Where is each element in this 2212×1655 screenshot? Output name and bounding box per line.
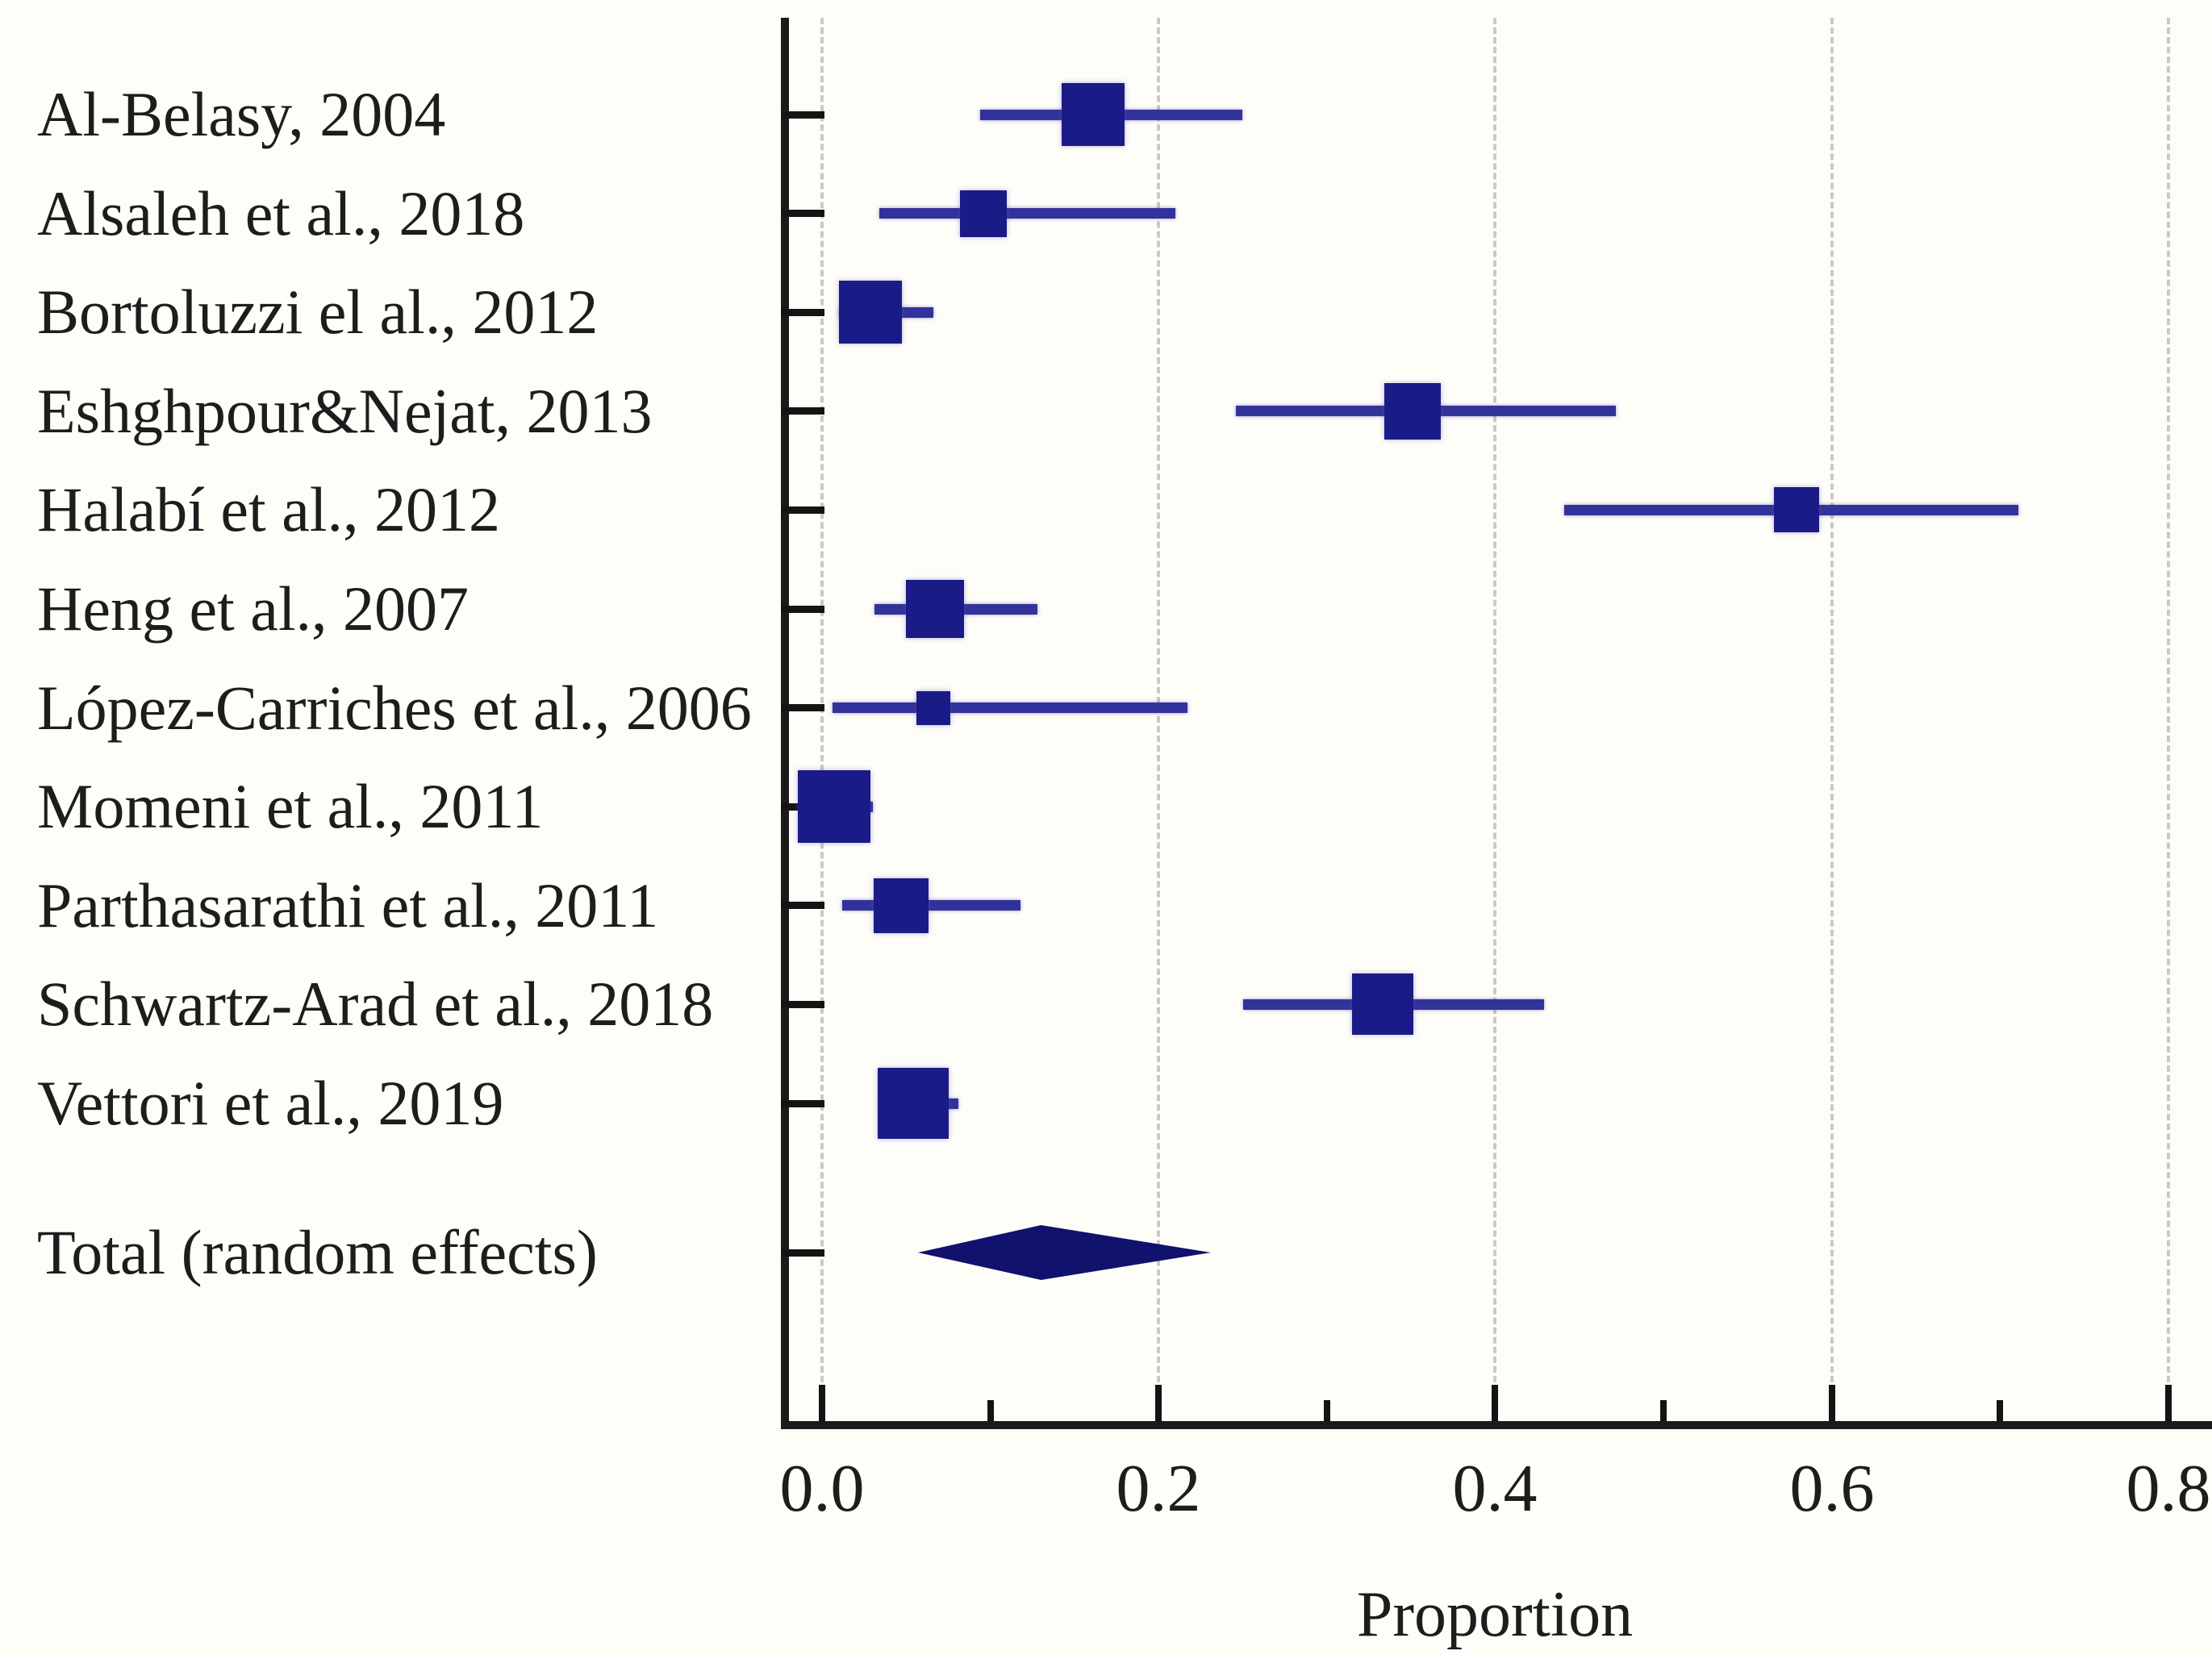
x-minor-tick-0.1 [987, 1400, 994, 1421]
gridline-0.4 [1493, 18, 1496, 1421]
row-tick [781, 407, 824, 415]
x-axis-line [781, 1421, 2212, 1429]
gridline-0.2 [1157, 18, 1160, 1421]
y-axis-spine [781, 18, 789, 1429]
estimate-square [878, 1068, 949, 1139]
study-label: Al-Belasy, 2004 [37, 79, 446, 149]
x-tick-label-0.2: 0.2 [1116, 1451, 1201, 1526]
x-major-tick-0.2 [1155, 1385, 1162, 1421]
gridline-0 [820, 18, 824, 1421]
row-tick [781, 1100, 824, 1107]
estimate-square [798, 770, 870, 843]
estimate-square [1352, 973, 1413, 1035]
x-minor-tick-0.7 [1997, 1400, 2003, 1421]
x-minor-tick-0.3 [1324, 1400, 1330, 1421]
estimate-square [906, 580, 964, 638]
x-major-tick-0.4 [1492, 1385, 1498, 1421]
row-tick [781, 210, 824, 217]
x-major-tick-0 [819, 1385, 825, 1421]
x-tick-label-0.8: 0.8 [2126, 1451, 2211, 1526]
estimate-square [960, 190, 1007, 237]
study-label: Halabí et al., 2012 [37, 474, 500, 544]
total-diamond [918, 1225, 1211, 1280]
estimate-square [1384, 383, 1441, 440]
row-tick [781, 606, 824, 613]
row-tick [781, 111, 824, 119]
study-label: López-Carriches et al., 2006 [37, 673, 752, 743]
row-tick [781, 309, 824, 316]
gridline-0.6 [1830, 18, 1834, 1421]
gridline-0.8 [2167, 18, 2170, 1421]
x-major-tick-0.8 [2165, 1385, 2172, 1421]
total-label: Total (random effects) [37, 1217, 598, 1287]
study-label: Heng et al., 2007 [37, 573, 470, 644]
estimate-square [1062, 83, 1125, 146]
row-tick [781, 507, 824, 514]
estimate-square [1774, 487, 1819, 532]
study-label: Schwartz-Arad et al., 2018 [37, 969, 714, 1039]
x-axis-title: Proportion [1356, 1579, 1634, 1650]
estimate-square [839, 281, 902, 344]
study-label: Alsaleh et al., 2018 [37, 178, 525, 248]
ci-line [879, 208, 1175, 219]
study-label: Eshghpour&Nejat, 2013 [37, 376, 653, 446]
row-tick [781, 1001, 824, 1008]
x-tick-label-0.4: 0.4 [1452, 1451, 1538, 1526]
study-label: Momeni et al., 2011 [37, 771, 544, 841]
study-label: Vettori et al., 2019 [37, 1068, 504, 1138]
x-tick-label-0.6: 0.6 [1789, 1451, 1875, 1526]
x-minor-tick-0.5 [1660, 1400, 1667, 1421]
row-tick [781, 902, 824, 909]
estimate-square [916, 691, 950, 725]
ci-line [842, 900, 1020, 911]
study-label: Parthasarathi et al., 2011 [37, 870, 659, 940]
estimate-square [874, 878, 929, 933]
total-row-tick [781, 1249, 824, 1257]
ci-line [833, 702, 1187, 713]
study-label: Bortoluzzi el al., 2012 [37, 277, 599, 347]
row-tick [781, 704, 824, 711]
x-major-tick-0.6 [1829, 1385, 1835, 1421]
x-tick-label-0.0: 0.0 [779, 1451, 865, 1526]
